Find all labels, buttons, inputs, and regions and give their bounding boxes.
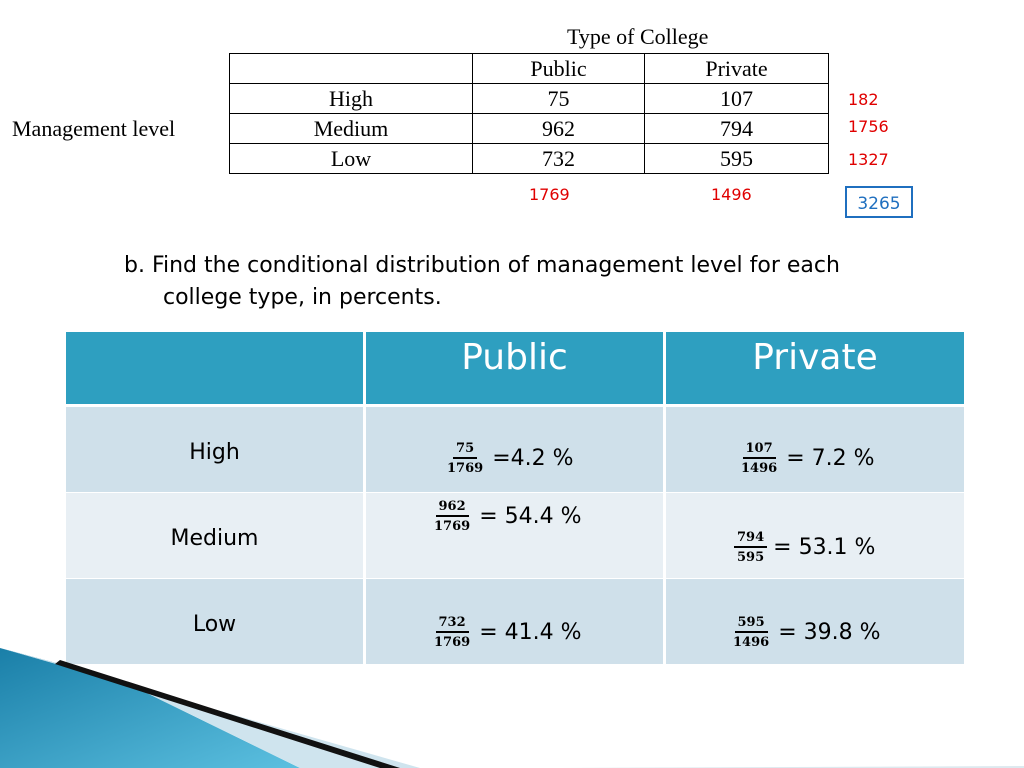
denominator: 1769 — [447, 461, 484, 476]
table-cell: 794 595 = 53.1 % — [666, 493, 964, 578]
column-header-private: Private — [644, 53, 829, 84]
numerator: 75 — [453, 441, 478, 459]
row-label: Low — [229, 143, 473, 174]
numerator: 794 — [734, 530, 768, 548]
numerator: 107 — [742, 441, 776, 459]
grand-total-box: 3265 — [845, 186, 913, 218]
question-text: b. Find the conditional distribution of … — [124, 250, 954, 314]
table-row: High 75 1769 =4.2 % 107 1496 = 7.2 % — [66, 407, 964, 492]
table-row: Public Private — [229, 53, 829, 84]
row-label-cell: High — [66, 407, 363, 492]
percent-result: =4.2 % — [492, 446, 574, 471]
fraction: 75 1769 — [444, 441, 486, 476]
numerator: 732 — [435, 615, 469, 633]
percent-result: = 7.2 % — [786, 446, 875, 471]
column-total-public: 1769 — [529, 185, 570, 204]
fraction: 962 1769 — [431, 499, 473, 534]
table-row: Low 732 1769 = 41.4 % 595 1496 = 39.8 % — [66, 579, 964, 664]
table-row: Medium 962 1769 = 54.4 % 794 595 = 53.1 … — [66, 493, 964, 578]
fraction-expression: 595 1496 = 39.8 % — [730, 615, 881, 650]
percent-result: = 54.4 % — [479, 504, 582, 529]
table-cell: 732 1769 = 41.4 % — [366, 579, 663, 664]
percent-result: = 39.8 % — [778, 620, 881, 645]
numerator: 595 — [734, 615, 768, 633]
row-total-high: 182 — [848, 90, 879, 109]
table-cell: 962 — [472, 113, 645, 144]
fraction-expression: 107 1496 = 7.2 % — [738, 441, 875, 476]
table-cell: 794 — [644, 113, 829, 144]
header-private: Private — [666, 332, 964, 404]
fraction-expression: 75 1769 =4.2 % — [444, 441, 574, 476]
table-cell: 75 — [472, 83, 645, 114]
fraction: 794 595 — [734, 530, 768, 565]
row-label: High — [189, 440, 240, 465]
percent-result: = 53.1 % — [773, 535, 876, 560]
row-total-medium: 1756 — [848, 117, 889, 136]
table-cell: 107 1496 = 7.2 % — [666, 407, 964, 492]
fraction: 595 1496 — [730, 615, 772, 650]
row-label-cell: Low — [66, 579, 363, 664]
percent-result: = 41.4 % — [479, 620, 582, 645]
row-label: Medium — [170, 526, 259, 551]
denominator: 1769 — [434, 519, 471, 534]
black-swoosh-shape — [55, 660, 400, 768]
row-label: Low — [192, 612, 237, 637]
table-cell — [229, 53, 473, 84]
column-total-private: 1496 — [711, 185, 752, 204]
management-level-label: Management level — [12, 116, 176, 141]
table-cell: 107 — [644, 83, 829, 114]
header-cell-empty — [66, 332, 363, 404]
row-label: High — [229, 83, 473, 114]
table-cell: 595 — [644, 143, 829, 174]
contingency-table: Public Private High 75 107 Medium 962 79… — [229, 53, 829, 174]
denominator: 1496 — [741, 461, 778, 476]
table-cell: 732 — [472, 143, 645, 174]
row-total-low: 1327 — [848, 150, 889, 169]
table-cell: 75 1769 =4.2 % — [366, 407, 663, 492]
question-line-2: college type, in percents. — [163, 285, 442, 310]
fraction-expression: 962 1769 = 54.4 % — [431, 499, 582, 534]
table-row: Medium 962 794 — [229, 113, 829, 144]
column-header-public: Public — [472, 53, 645, 84]
question-line-1: b. Find the conditional distribution of … — [124, 253, 840, 278]
table-row: High 75 107 — [229, 83, 829, 114]
row-label-cell: Medium — [66, 493, 363, 578]
denominator: 595 — [737, 550, 765, 565]
header-public: Public — [366, 332, 663, 404]
row-label: Medium — [229, 113, 473, 144]
table-cell: 962 1769 = 54.4 % — [366, 493, 663, 578]
fraction: 107 1496 — [738, 441, 780, 476]
table-row: Low 732 595 — [229, 143, 829, 174]
decorative-swoosh — [0, 648, 1024, 768]
blue-swoosh-shape — [0, 648, 300, 768]
college-type-title: Type of College — [567, 24, 709, 49]
numerator: 962 — [435, 499, 469, 517]
denominator: 1769 — [434, 635, 471, 650]
fraction-expression: 732 1769 = 41.4 % — [431, 615, 582, 650]
denominator: 1496 — [733, 635, 770, 650]
fraction-expression: 794 595 = 53.1 % — [734, 530, 875, 565]
conditional-distribution-table: Public Private High 75 1769 =4.2 % 107 1… — [66, 332, 964, 664]
table-cell: 595 1496 = 39.8 % — [666, 579, 964, 664]
fraction: 732 1769 — [431, 615, 473, 650]
